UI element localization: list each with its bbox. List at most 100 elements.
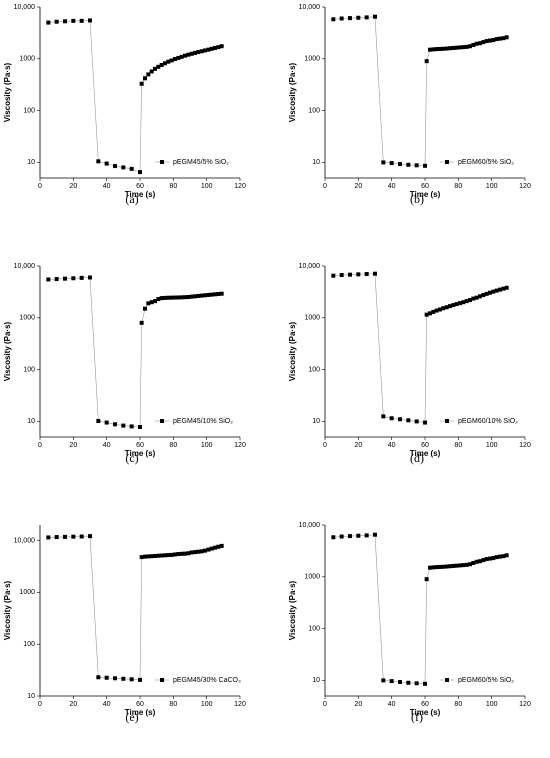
marker [464,299,469,304]
marker [464,44,469,49]
marker [163,61,167,66]
marker [373,271,377,276]
marker [138,170,142,175]
x-tick-label: 120 [519,442,531,449]
marker [468,44,472,49]
y-tick-label: 1000 [304,315,320,322]
marker [79,534,84,539]
legend-marker [160,160,164,164]
marker [121,165,126,170]
marker [206,547,211,552]
y-tick-label: 1000 [304,574,320,581]
y-tick-label: 10 [27,693,35,700]
x-tick-label: 60 [421,442,429,449]
marker [186,295,191,300]
marker [504,285,509,290]
marker [356,15,361,20]
marker [153,66,157,71]
marker [79,18,84,23]
marker [441,46,446,51]
marker [438,307,442,312]
marker [169,295,174,300]
marker [169,552,174,557]
marker [113,164,117,169]
marker [494,37,499,42]
marker [458,45,462,50]
marker [474,559,479,564]
x-tick-label: 120 [234,442,246,449]
marker [146,72,151,77]
marker [96,159,101,164]
marker [481,293,486,298]
marker [478,41,482,46]
marker [428,565,432,570]
marker [183,53,187,58]
marker [163,295,167,300]
marker [444,564,449,569]
y-tick-label: 10,000 [14,4,36,11]
marker [488,556,492,561]
x-tick-label: 0 [38,442,42,449]
marker [149,554,154,559]
marker [464,562,469,567]
marker [186,551,191,556]
marker [71,534,76,539]
marker [434,565,439,570]
x-tick-label: 100 [201,183,213,190]
marker [216,292,221,297]
series-line [333,534,507,685]
marker [149,300,154,305]
marker [431,47,436,52]
x-tick-label: 100 [486,442,498,449]
series-line [48,20,222,173]
marker [406,680,411,685]
marker [79,275,84,280]
marker [169,58,174,63]
marker [63,276,67,281]
marker [193,550,197,555]
marker [444,305,449,310]
marker [398,162,402,167]
marker [129,677,134,682]
marker [46,20,51,25]
y-tick-label: 10,000 [14,537,36,544]
marker [478,294,482,299]
marker [129,424,134,429]
x-tick-label: 100 [486,183,498,190]
marker [153,299,157,304]
marker [348,534,352,539]
marker [209,46,214,51]
x-tick-label: 20 [354,183,362,190]
marker [54,535,59,540]
marker [113,676,117,681]
marker [146,301,151,306]
marker [481,40,486,45]
marker [423,163,427,168]
marker [498,36,502,41]
marker [163,553,167,558]
marker [448,46,452,51]
caption: (a) [125,192,138,206]
marker [471,296,476,301]
marker [199,549,204,554]
series-line [48,277,222,428]
marker [203,293,207,298]
marker [373,532,377,537]
marker [424,577,429,582]
marker [71,18,76,23]
marker [484,557,489,562]
marker [213,545,217,550]
marker [183,295,187,300]
marker [138,677,142,682]
x-axis-label: Time (s) [410,708,441,717]
marker [438,564,442,569]
marker [364,15,369,20]
marker [494,555,499,560]
marker [501,36,506,41]
marker [149,69,154,74]
marker [501,554,506,559]
marker [173,57,177,62]
y-tick-label: 10 [312,677,320,684]
legend-marker [160,678,164,682]
x-tick-label: 120 [234,183,246,190]
